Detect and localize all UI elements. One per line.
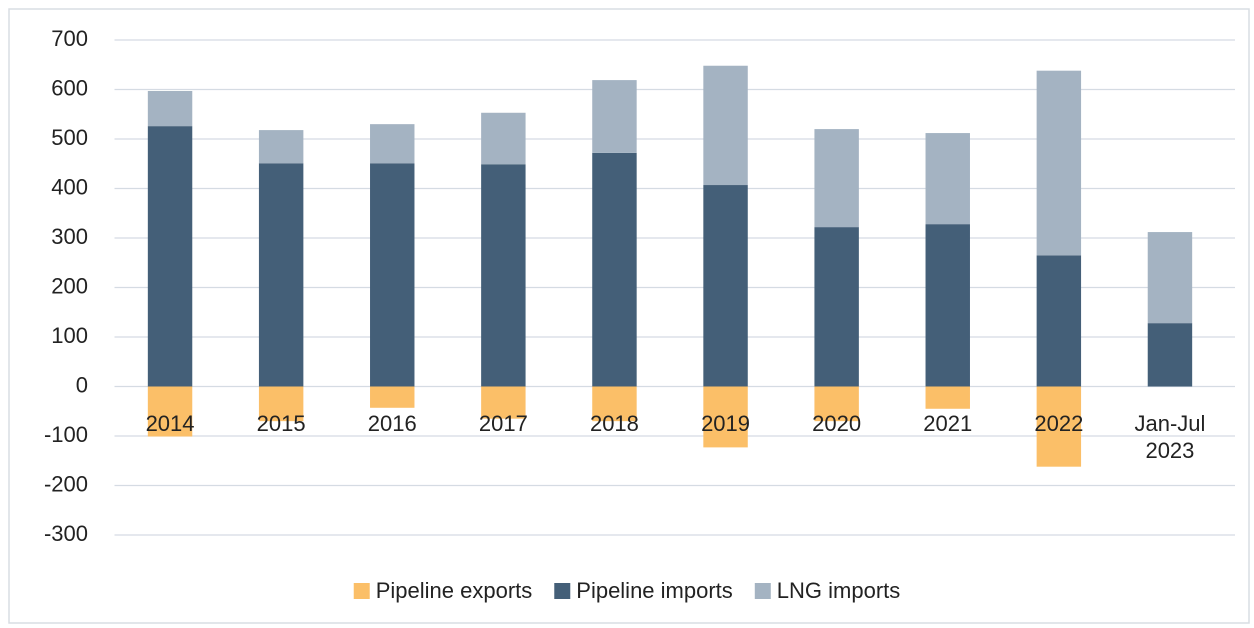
x-tick-label: 2014 [145, 411, 195, 436]
bar-segment [592, 80, 637, 153]
bar-segment [370, 386, 415, 408]
y-tick-label: 500 [51, 125, 88, 150]
bar-segment [703, 386, 748, 448]
bar-segment [1036, 255, 1082, 387]
bar-segment [481, 112, 526, 165]
x-tick-label: 2020 [812, 411, 862, 436]
legend-label: Pipeline imports [576, 578, 733, 603]
x-tick-label: 2016 [367, 411, 417, 436]
bar-segment [1036, 386, 1082, 467]
x-tick-label: 2021 [923, 411, 973, 436]
bar-segment [592, 152, 637, 387]
x-tick-label: 2015 [256, 411, 306, 436]
y-tick-label: -300 [44, 521, 88, 546]
bar-segment [814, 129, 859, 228]
bar-segment [1036, 70, 1082, 256]
legend-label: LNG imports [777, 578, 900, 603]
x-tick-label: Jan-Jul 2023 [1134, 411, 1206, 463]
x-tick-label: 2017 [478, 411, 528, 436]
chart-border [8, 8, 1250, 624]
x-tick-label: 2018 [589, 411, 639, 436]
y-tick-label: 100 [51, 323, 88, 348]
bar-segment [258, 163, 304, 387]
legend-swatch [353, 583, 370, 599]
bar-segment [703, 65, 748, 186]
bar-segment [814, 227, 859, 387]
y-tick-label: 0 [76, 372, 88, 397]
bar-segment [925, 224, 970, 387]
bar-segment [370, 163, 415, 387]
y-tick-label: 700 [51, 26, 88, 51]
y-tick-label: -200 [44, 471, 88, 496]
y-tick-label: 400 [51, 174, 88, 199]
legend-swatch [554, 583, 571, 599]
x-tick-label: 2019 [701, 411, 751, 436]
bar-segment [147, 90, 193, 127]
legend-swatch [754, 583, 771, 599]
x-tick-label: 2022 [1034, 411, 1084, 436]
bar-segment [147, 386, 193, 437]
bar-segment [370, 124, 415, 164]
bar-segment [814, 386, 859, 422]
bar-segment [592, 386, 637, 422]
bar-segment [258, 130, 304, 164]
bar-segment [481, 164, 526, 387]
y-tick-label: 200 [51, 273, 88, 298]
bar-segment [258, 386, 304, 422]
bar-segment [147, 126, 193, 387]
legend-label: Pipeline exports [376, 578, 533, 603]
bar-segment [925, 386, 970, 409]
y-tick-label: 300 [51, 224, 88, 249]
bar-segment [1147, 232, 1193, 324]
bar-segment [703, 185, 748, 387]
bar-segment [481, 386, 526, 419]
y-tick-label: 600 [51, 75, 88, 100]
y-tick-label: -100 [44, 422, 88, 447]
bar-segment [925, 133, 970, 225]
bar-segment [1147, 323, 1193, 387]
